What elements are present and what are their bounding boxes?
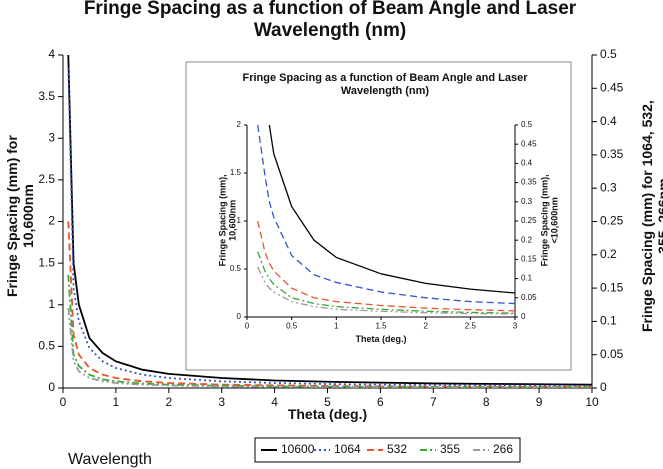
y2-tick-label: 0.4 [521, 159, 533, 168]
x-tick-label: 3 [218, 395, 225, 409]
y-axis-label: Fringe Spacing (mm), 10,600nm [217, 174, 238, 267]
y-tick-label: 0 [48, 380, 55, 394]
y2-tick-label: 0.2 [600, 247, 617, 261]
y-tick-label: 0.5 [38, 339, 55, 353]
y2-tick-label: 0 [521, 312, 526, 321]
series-line [67, 55, 592, 386]
y2-axis-label: Fringe Spacing (mm) for 1064, 532, 355, … [638, 100, 663, 333]
series-line [257, 220, 515, 312]
y-axis-label: Fringe Spacing (mm) for 10,600nm [3, 135, 36, 297]
y2-tick-label: 0.1 [521, 274, 533, 283]
x-tick-label: 1.5 [375, 322, 387, 331]
y2-tick-label: 0.35 [521, 178, 537, 187]
series-line [67, 68, 592, 387]
y2-tick-label: 0.15 [600, 280, 624, 294]
x-tick-label: 3 [513, 322, 518, 331]
chart-title: Fringe Spacing as a function of Beam Ang… [83, 0, 577, 41]
y-tick-label: 2.5 [38, 172, 55, 186]
chart-title: Fringe Spacing as a function of Beam Ang… [242, 72, 528, 97]
series-line [257, 251, 515, 314]
x-axis-label: Theta (deg.) [355, 334, 407, 344]
series-line [268, 125, 515, 294]
x-tick-label: 6 [377, 395, 384, 409]
y2-tick-label: 0.35 [600, 147, 624, 161]
x-tick-label: 2 [423, 322, 428, 331]
y2-axis-label: Fringe Spacing (mm), <10,600nm [539, 174, 560, 267]
y-tick-label: 1.5 [38, 255, 55, 269]
legend-title: Wavelength [68, 451, 152, 468]
y-tick-label: 3 [48, 130, 55, 144]
series-line [67, 307, 592, 388]
y-tick-label: 3.5 [38, 89, 55, 103]
y2-tick-label: 0.5 [600, 47, 617, 61]
legend-label: 355 [440, 442, 460, 456]
plot-lines [257, 125, 515, 315]
y-tick-label: 2 [48, 214, 55, 228]
x-tick-label: 1 [113, 395, 120, 409]
x-tick-label: 1 [334, 322, 339, 331]
y2-tick-label: 0.45 [521, 139, 537, 148]
y2-tick-label: 0.2 [521, 235, 533, 244]
y2-tick-label: 0.3 [521, 197, 533, 206]
y2-tick-label: 0.4 [600, 114, 617, 128]
x-tick-label: 7 [430, 395, 437, 409]
x-tick-label: 2 [165, 395, 172, 409]
x-tick-label: 9 [536, 395, 543, 409]
series-line [257, 266, 515, 315]
y-tick-label: 1 [237, 216, 242, 225]
x-tick-label: 0 [60, 395, 67, 409]
y2-tick-label: 0.3 [600, 180, 617, 194]
y2-tick-label: 0.25 [521, 216, 537, 225]
x-tick-label: 10 [585, 395, 599, 409]
y2-tick-label: 0.25 [600, 214, 624, 228]
x-tick-label: 4 [271, 395, 278, 409]
legend-label: 266 [493, 442, 513, 456]
legend-label: 10600 [281, 442, 315, 456]
plot-lines [67, 55, 592, 388]
y2-tick-label: 0.45 [600, 80, 624, 94]
x-tick-label: 0 [245, 322, 250, 331]
inset-frame [185, 61, 572, 371]
y-tick-label: 4 [48, 47, 55, 61]
y2-tick-label: 0.05 [521, 293, 537, 302]
y2-tick-label: 0.15 [521, 255, 537, 264]
legend-label: 1064 [334, 442, 361, 456]
y-tick-label: 0 [237, 312, 242, 321]
y-tick-label: 2 [237, 120, 242, 129]
y2-tick-label: 0.05 [600, 347, 624, 361]
y-tick-label: 0.5 [230, 264, 242, 273]
x-tick-label: 0.5 [286, 322, 298, 331]
y-tick-label: 1.5 [230, 168, 242, 177]
series-line [257, 125, 515, 305]
y2-tick-label: 0.5 [521, 120, 533, 129]
x-axis-label: Theta (deg.) [287, 406, 368, 422]
series-line [67, 221, 592, 388]
y-tick-label: 1 [48, 297, 55, 311]
legend-label: 532 [387, 442, 407, 456]
x-tick-label: 2.5 [465, 322, 477, 331]
y2-tick-label: 0 [600, 380, 607, 394]
y2-tick-label: 0.1 [600, 314, 617, 328]
x-tick-label: 5 [324, 395, 331, 409]
x-tick-label: 8 [483, 395, 490, 409]
